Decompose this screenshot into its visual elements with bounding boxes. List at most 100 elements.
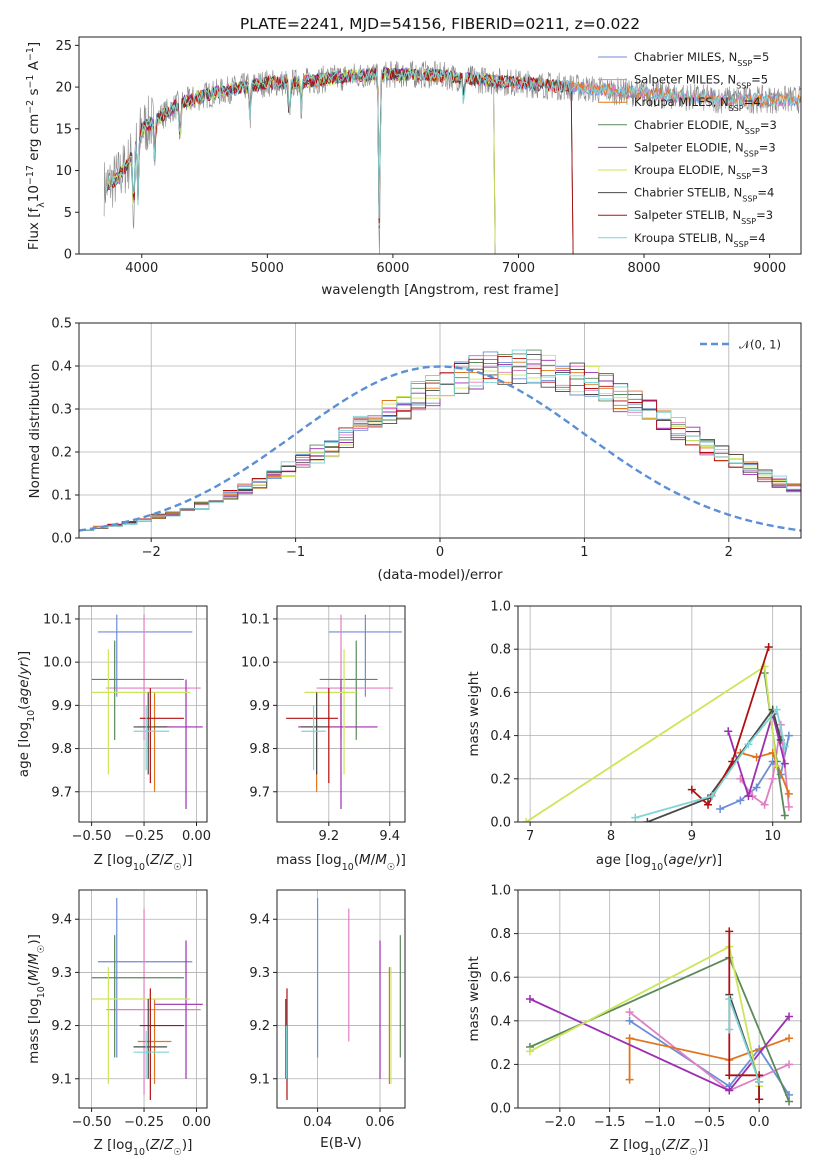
weight-marker — [625, 1016, 634, 1025]
y-tick-label: 5 — [64, 206, 72, 221]
z-mass-chart-plot-area — [79, 890, 207, 1108]
x-tick-label: −0.50 — [72, 829, 112, 844]
weight-marker — [744, 740, 753, 749]
weight-line-chabrier-miles — [719, 735, 790, 810]
legend-entry: Kroupa MILES, NSSP=4 — [634, 95, 761, 113]
weight-line-chabrier-stelib — [647, 707, 782, 822]
x-tick-label: −0.50 — [72, 1115, 112, 1130]
model-salpeter-stelib — [106, 67, 574, 254]
weight-line-kroupa-stelib — [728, 998, 760, 1083]
gaussian-curve — [79, 365, 801, 532]
x-tick-label: 7000 — [502, 261, 535, 276]
y-tick-label: 0.0 — [490, 1102, 511, 1117]
weight-line-chabrier-miles — [629, 1020, 790, 1096]
spectrum-title: PLATE=2241, MJD=54156, FIBERID=0211, z=0… — [240, 15, 640, 33]
weight-marker — [643, 818, 652, 822]
weight-marker — [784, 731, 793, 740]
axes-frame — [78, 36, 802, 255]
z-mass-chart: −0.50 −0.25 0.00 9.1 9.2 9.3 9.4 — [51, 889, 211, 1130]
x-tick-label: 9.4 — [379, 829, 400, 844]
weight-marker — [631, 813, 640, 822]
y-tick-label: 0.3 — [51, 403, 72, 418]
y-tick-label: 9.9 — [249, 699, 270, 714]
y-tick-label: 9.1 — [51, 1072, 72, 1087]
weight-marker — [525, 995, 534, 1003]
weight-marker — [708, 792, 717, 801]
y-tick-label: 10 — [55, 164, 72, 179]
axes-frame — [517, 605, 802, 823]
axes-frame — [78, 605, 208, 823]
x-tick-label: 6000 — [376, 261, 409, 276]
weight-marker — [780, 759, 789, 768]
x-tick-label: 0.06 — [366, 1115, 395, 1130]
y-tick-label: 0.4 — [490, 729, 511, 744]
weight-marker — [725, 1025, 734, 1034]
weight-marker — [784, 789, 793, 798]
y-tick-label: 9.4 — [249, 913, 270, 928]
y-tick-label: 1.0 — [490, 600, 511, 615]
y-tick-label: 0.4 — [51, 360, 72, 375]
y-tick-label: 1.0 — [490, 884, 511, 899]
weight-marker — [784, 802, 793, 811]
weight-marker — [752, 783, 761, 792]
weight-line-kroupa-elodie — [529, 945, 760, 1087]
weight-marker — [725, 927, 734, 936]
y-tick-label: 0.8 — [490, 927, 511, 942]
histogram-kroupa-miles — [79, 359, 801, 538]
z-weight-xlabel: Z [log10(Z/Z☉)] — [610, 1137, 709, 1158]
z-weight-ylabel: mass weight — [466, 956, 482, 1041]
weight-marker — [728, 757, 737, 766]
y-tick-label: 10.1 — [43, 612, 72, 627]
y-tick-label: 9.9 — [51, 699, 72, 714]
weight-marker — [780, 742, 789, 751]
spectrum-chart: 4000 5000 6000 7000 8000 9000 0 5 10 15 20 25 — [55, 36, 802, 276]
y-tick-label: 9.3 — [51, 966, 72, 981]
age-weight-chart-plot-area — [518, 606, 801, 822]
weight-line-kroupa-miles — [740, 751, 790, 795]
legend-entry: Chabrier MILES, NSSP=5 — [634, 50, 769, 68]
x-tick-label: 8 — [607, 829, 615, 844]
y-tick-label: 0.0 — [51, 532, 72, 547]
y-tick-label: 9.7 — [249, 785, 270, 800]
mass-age-chart-plot-area — [277, 606, 405, 822]
axes-frame — [78, 889, 208, 1109]
y-tick-label: 9.2 — [51, 1019, 72, 1034]
x-tick-label: 0.04 — [303, 1115, 332, 1130]
x-tick-label: 1 — [580, 545, 588, 560]
x-tick-label: −0.25 — [124, 829, 164, 844]
y-tick-label: 10.1 — [241, 612, 270, 627]
z-weight-chart: −2.0 −1.5 −1.0 −0.5 0.0 0.0 0.2 0.4 0.6 0.8 1.0 — [490, 884, 802, 1130]
ebv-mass-chart: 0.04 0.06 9.1 9.2 9.3 9.4 — [249, 889, 406, 1130]
y-tick-label: 0.1 — [51, 489, 72, 504]
ebv-mass-xlabel: E(B-V) — [320, 1135, 362, 1151]
y-tick-label: 0.2 — [490, 1058, 511, 1073]
weight-marker — [625, 1075, 634, 1084]
y-tick-label: 0 — [64, 248, 72, 263]
x-tick-label: 0.00 — [182, 1115, 211, 1130]
weight-marker — [772, 705, 781, 714]
weight-marker — [785, 1034, 794, 1043]
x-tick-label: 9 — [688, 829, 696, 844]
x-tick-label: 7 — [526, 829, 534, 844]
legend-entry: Kroupa STELIB, NSSP=4 — [634, 231, 766, 249]
x-tick-label: −1 — [286, 545, 305, 560]
model-kroupa-stelib — [106, 67, 801, 219]
axes-frame — [276, 605, 406, 823]
weight-marker — [716, 805, 725, 814]
axes-frame — [276, 889, 406, 1109]
weight-marker — [736, 796, 745, 805]
x-tick-label: −2.0 — [544, 1115, 576, 1130]
weight-line-kroupa-elodie — [525, 664, 778, 822]
weight-marker — [772, 761, 781, 770]
x-tick-label: 0.0 — [749, 1115, 770, 1130]
x-tick-label: 8000 — [627, 261, 660, 276]
weight-marker — [785, 1097, 794, 1106]
legend-entry: 𝒩(0, 1) — [739, 338, 781, 352]
weight-marker — [625, 1034, 634, 1043]
weight-marker — [755, 1095, 764, 1104]
y-tick-label: 0.0 — [490, 816, 511, 831]
x-tick-label: −0.5 — [694, 1115, 726, 1130]
mass-age-chart: 9.2 9.4 9.7 9.8 9.9 10.0 10.1 — [241, 605, 406, 844]
weight-marker — [625, 1008, 634, 1017]
